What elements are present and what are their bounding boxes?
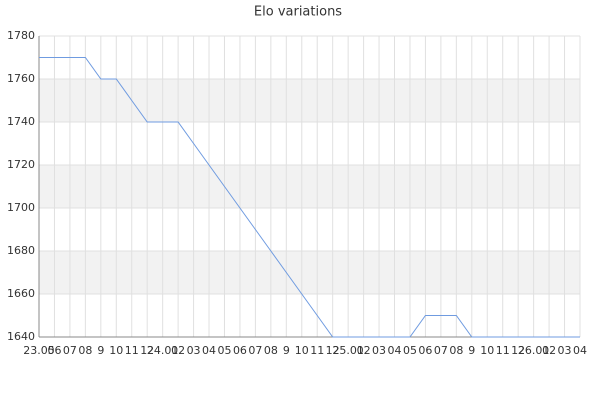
y-tick-label: 1680: [7, 244, 35, 257]
x-tick-label: 02: [357, 344, 371, 357]
x-tick-label: 12: [326, 344, 340, 357]
band: [39, 251, 580, 294]
band: [39, 79, 580, 122]
x-tick-label: 10: [480, 344, 494, 357]
x-tick-label: 10: [295, 344, 309, 357]
x-tick-label: 10: [109, 344, 123, 357]
x-tick-label: 03: [372, 344, 386, 357]
x-tick-label: 23.05: [23, 344, 55, 357]
x-tick-label: 11: [496, 344, 510, 357]
x-tick-label: 06: [418, 344, 432, 357]
y-tick-label: 1740: [7, 115, 35, 128]
x-tick-label: 9: [283, 344, 290, 357]
chart-title: Elo variations: [254, 5, 342, 20]
x-tick-label: 08: [78, 344, 92, 357]
x-tick-label: 26.01: [518, 344, 550, 357]
x-tick-label: 03: [187, 344, 201, 357]
x-tick-label: 24.01: [147, 344, 179, 357]
x-tick-label: 04: [202, 344, 216, 357]
x-tick-label: 07: [63, 344, 77, 357]
x-tick-label: 07: [434, 344, 448, 357]
y-tick-label: 1780: [7, 29, 35, 42]
x-tick-label: 04: [573, 344, 587, 357]
x-tick-label: 08: [264, 344, 278, 357]
x-tick-label: 06: [233, 344, 247, 357]
y-tick-label: 1760: [7, 72, 35, 85]
x-tick-label: 11: [125, 344, 139, 357]
x-tick-label: 06: [47, 344, 61, 357]
y-tick-label: 1700: [7, 201, 35, 214]
y-tick-label: 1660: [7, 287, 35, 300]
x-tick-label: 05: [217, 344, 231, 357]
line: [39, 57, 580, 338]
x-tick-label: 02: [542, 344, 556, 357]
x-tick-label: 02: [171, 344, 185, 357]
x-tick-label: 08: [449, 344, 463, 357]
x-tick-label: 12: [511, 344, 525, 357]
x-tick-label: 9: [468, 344, 475, 357]
x-tick-label: 05: [403, 344, 417, 357]
x-tick-label: 03: [558, 344, 572, 357]
y-tick-label: 1640: [7, 330, 35, 343]
x-tick-label: 25.01: [332, 344, 364, 357]
y-tick-label: 1720: [7, 158, 35, 171]
x-tick-label: 9: [97, 344, 104, 357]
x-tick-label: 11: [310, 344, 324, 357]
x-tick-label: 12: [140, 344, 154, 357]
band: [39, 165, 580, 208]
x-tick-label: 04: [388, 344, 402, 357]
x-tick-label: 07: [248, 344, 262, 357]
